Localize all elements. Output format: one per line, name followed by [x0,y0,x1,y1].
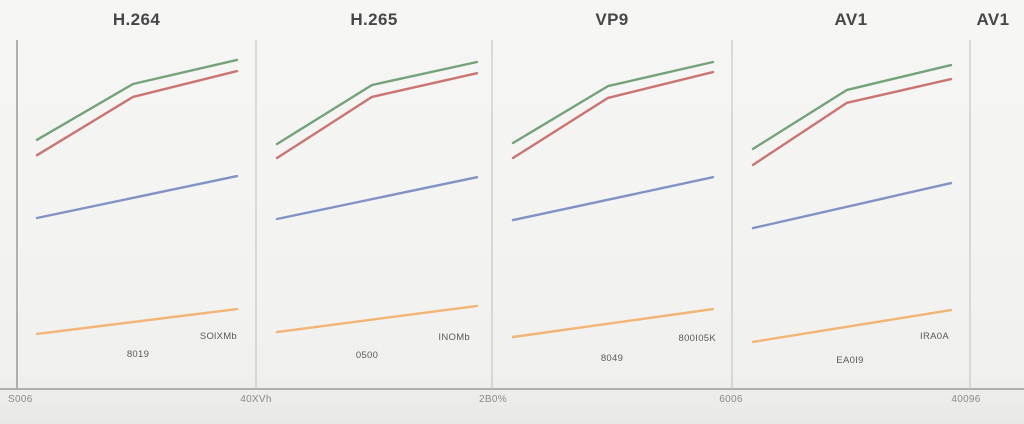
av1-orange-line [751,308,953,344]
panel-title-h265: H.265 [350,10,398,29]
h264-red-line [35,69,239,157]
annotation-bottom-label-h265: 0500 [355,350,379,361]
h265-blue-line [275,175,479,221]
vp9-green-line [511,60,715,145]
annotation-bottom-label-av1: EA0I9 [836,355,864,366]
x-tick-label-2: 40XVh [240,394,272,405]
h265-green-line [275,60,479,146]
x-tick-label-3: 2B0% [479,394,507,405]
vp9-orange-line [511,307,715,339]
x-tick-label-5: 40096 [951,394,981,405]
h265-red-line [275,71,479,160]
annotation-line-label-vp9: 800I05K [678,333,716,344]
x-tick-label-4: 6006 [719,394,743,405]
annotation-line-label-av1: IRA0A [920,331,949,342]
h264-green-line [35,58,239,142]
h264-orange-line [35,307,239,336]
panel-title-h264: H.264 [112,10,161,29]
h265-orange-line [275,304,479,334]
vp9-red-line [511,70,715,160]
panel-title-vp9: VP9 [595,10,629,29]
vp9-blue-line [511,175,715,222]
annotation-line-label-h265: INOMb [438,332,470,343]
annotation-line-label-h264: SOlXMb [199,331,237,342]
h264-blue-line [35,174,239,220]
corner-title-av1: AV1 [976,10,1010,29]
av1-blue-line [751,181,953,230]
panel-title-av1: AV1 [834,10,868,29]
annotation-bottom-label-vp9: 8049 [600,353,624,364]
av1-red-line [751,77,953,167]
x-tick-label-1: S006 [8,394,33,405]
annotation-bottom-label-h264: 8019 [126,349,150,360]
av1-green-line [751,63,953,151]
